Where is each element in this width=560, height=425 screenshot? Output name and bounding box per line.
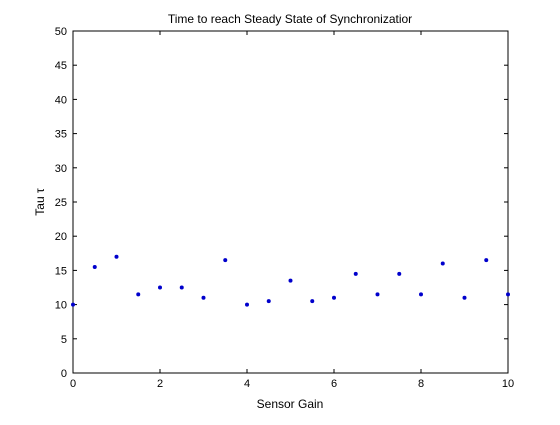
data-point	[245, 302, 249, 307]
data-point	[266, 299, 271, 304]
y-tick-label: 50	[55, 26, 67, 38]
axis-ticks	[72, 30, 509, 374]
y-tick-label: 25	[55, 197, 67, 209]
chart-title: Time to reach Steady State of Synchroniz…	[168, 12, 412, 26]
axis-tick-labels: 0 2 4 6 8 10 0 5 10 15 20 25 30 35 40 45 50	[55, 26, 514, 390]
y-tick-label: 15	[55, 265, 67, 277]
y-tick-label: 20	[55, 231, 67, 243]
data-point	[310, 299, 315, 304]
data-point	[201, 295, 206, 300]
data-point	[397, 271, 402, 276]
data-point	[332, 295, 336, 300]
x-axis-label: Sensor Gain	[257, 397, 324, 411]
x-tick-label: 2	[157, 378, 163, 390]
data-point	[92, 264, 97, 269]
data-point	[71, 302, 75, 307]
y-tick-label: 10	[55, 300, 67, 312]
y-tick-label: 5	[61, 334, 67, 346]
y-tick-label: 45	[55, 60, 67, 72]
plot-area	[72, 30, 509, 374]
y-tick-label: 30	[55, 163, 67, 175]
data-point	[136, 292, 141, 297]
y-tick-label: 40	[55, 94, 67, 106]
data-point	[462, 295, 467, 300]
x-tick-label: 0	[70, 378, 76, 390]
data-point	[440, 261, 445, 266]
data-point	[179, 285, 184, 290]
data-point	[158, 285, 162, 290]
data-points	[71, 254, 510, 307]
data-point	[419, 292, 423, 297]
y-tick-label: 0	[61, 368, 67, 380]
data-point	[353, 271, 358, 276]
data-point	[375, 292, 380, 297]
x-tick-label: 8	[418, 378, 424, 390]
y-tick-label: 35	[55, 129, 67, 141]
data-point	[506, 292, 510, 297]
data-point	[484, 258, 489, 263]
data-point	[114, 254, 119, 259]
data-point	[288, 278, 293, 283]
y-axis-label: Tau τ	[33, 188, 47, 216]
x-tick-label: 4	[244, 378, 250, 390]
data-point	[223, 258, 228, 263]
x-tick-label: 6	[331, 378, 337, 390]
x-tick-label: 10	[502, 378, 514, 390]
